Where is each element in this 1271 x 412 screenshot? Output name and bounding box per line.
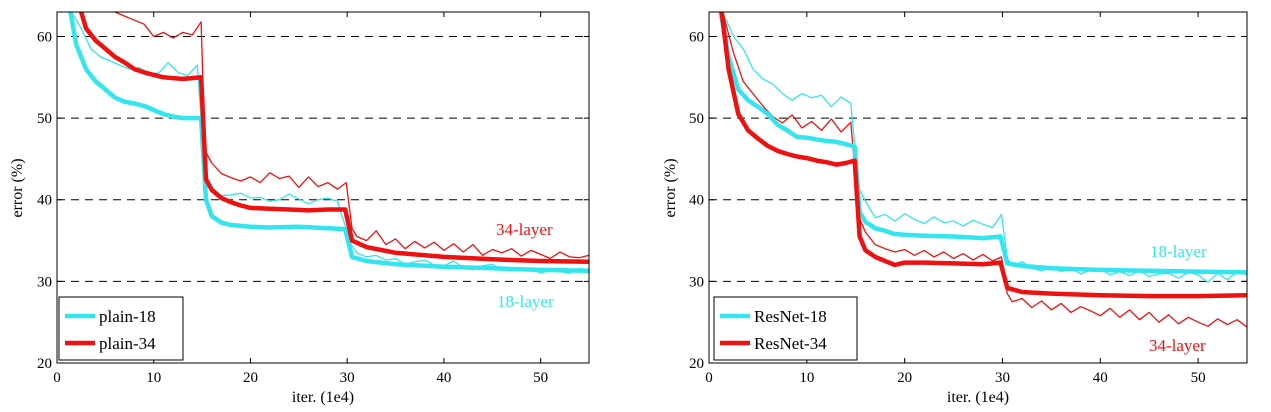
annotation-34-layer: 34-layer bbox=[496, 220, 553, 239]
plot-area bbox=[718, 12, 1247, 328]
y-tick-label-50: 50 bbox=[689, 111, 704, 127]
x-tick-label-40: 40 bbox=[436, 370, 451, 386]
plain-networks-chart: 20 30 40 50 60 0 10 20 30 40 50 iter. (1e4) error … bbox=[9, 11, 590, 406]
legend-label-plain-34: plain-34 bbox=[99, 334, 156, 353]
x-tick-label-0: 0 bbox=[705, 370, 713, 386]
x-tick-label-50: 50 bbox=[533, 370, 548, 386]
y-axis-label: error (%) bbox=[662, 158, 679, 217]
y-axis-label: error (%) bbox=[9, 158, 26, 217]
series-resnet-34-val bbox=[719, 12, 1247, 299]
gridlines bbox=[709, 35, 1247, 282]
y-tick-label-30: 30 bbox=[37, 274, 52, 290]
x-tick-label-10: 10 bbox=[146, 370, 161, 386]
series-resnet-18-val bbox=[718, 12, 1247, 275]
series-resnet-18-train bbox=[722, 12, 1247, 283]
x-tick-label-40: 40 bbox=[1093, 370, 1108, 386]
resnet-chart: 20 30 40 50 60 0 10 20 30 40 50 iter. (1e4) error … bbox=[662, 11, 1248, 406]
series-plain-34-train bbox=[114, 12, 589, 260]
plot-area bbox=[68, 12, 589, 274]
x-tick-label-20: 20 bbox=[243, 370, 258, 386]
legend-label-resnet-34: ResNet-34 bbox=[754, 334, 827, 353]
axis-ticks: 20 30 40 50 60 0 10 20 30 40 50 bbox=[689, 12, 1247, 386]
x-tick-label-0: 0 bbox=[53, 370, 61, 386]
annotation-34-layer: 34-layer bbox=[1149, 336, 1206, 355]
y-tick-label-30: 30 bbox=[689, 274, 704, 290]
annotation-18-layer: 18-layer bbox=[497, 292, 554, 311]
y-tick-label-60: 60 bbox=[37, 29, 52, 45]
gridlines bbox=[57, 35, 589, 282]
y-tick-label-40: 40 bbox=[689, 193, 704, 209]
x-tick-label-30: 30 bbox=[340, 370, 355, 386]
series-resnet-34-train bbox=[722, 12, 1247, 328]
legend-box bbox=[58, 296, 184, 361]
legend: ResNet-18 ResNet-34 bbox=[713, 296, 858, 361]
series-plain-34-val bbox=[78, 12, 589, 265]
x-axis-label: iter. (1e4) bbox=[947, 389, 1009, 406]
axes-box bbox=[56, 11, 590, 364]
x-tick-label-30: 30 bbox=[995, 370, 1010, 386]
legend: plain-18 plain-34 bbox=[58, 296, 184, 361]
x-tick-label-10: 10 bbox=[799, 370, 814, 386]
y-tick-label-20: 20 bbox=[689, 356, 704, 372]
x-tick-label-50: 50 bbox=[1191, 370, 1206, 386]
x-axis-label: iter. (1e4) bbox=[292, 389, 354, 406]
legend-label-resnet-18: ResNet-18 bbox=[754, 307, 827, 326]
y-tick-label-50: 50 bbox=[37, 111, 52, 127]
annotation-18-layer: 18-layer bbox=[1150, 242, 1207, 261]
y-tick-label-40: 40 bbox=[37, 193, 52, 209]
series-plain-18-val bbox=[68, 12, 589, 274]
y-tick-label-60: 60 bbox=[689, 29, 704, 45]
x-tick-label-20: 20 bbox=[897, 370, 912, 386]
axis-ticks: 20 30 40 50 60 0 10 20 30 40 50 bbox=[37, 12, 589, 386]
legend-label-plain-18: plain-18 bbox=[99, 307, 156, 326]
legend-box bbox=[713, 296, 858, 361]
y-tick-label-20: 20 bbox=[37, 356, 52, 372]
axes-box bbox=[708, 11, 1248, 364]
